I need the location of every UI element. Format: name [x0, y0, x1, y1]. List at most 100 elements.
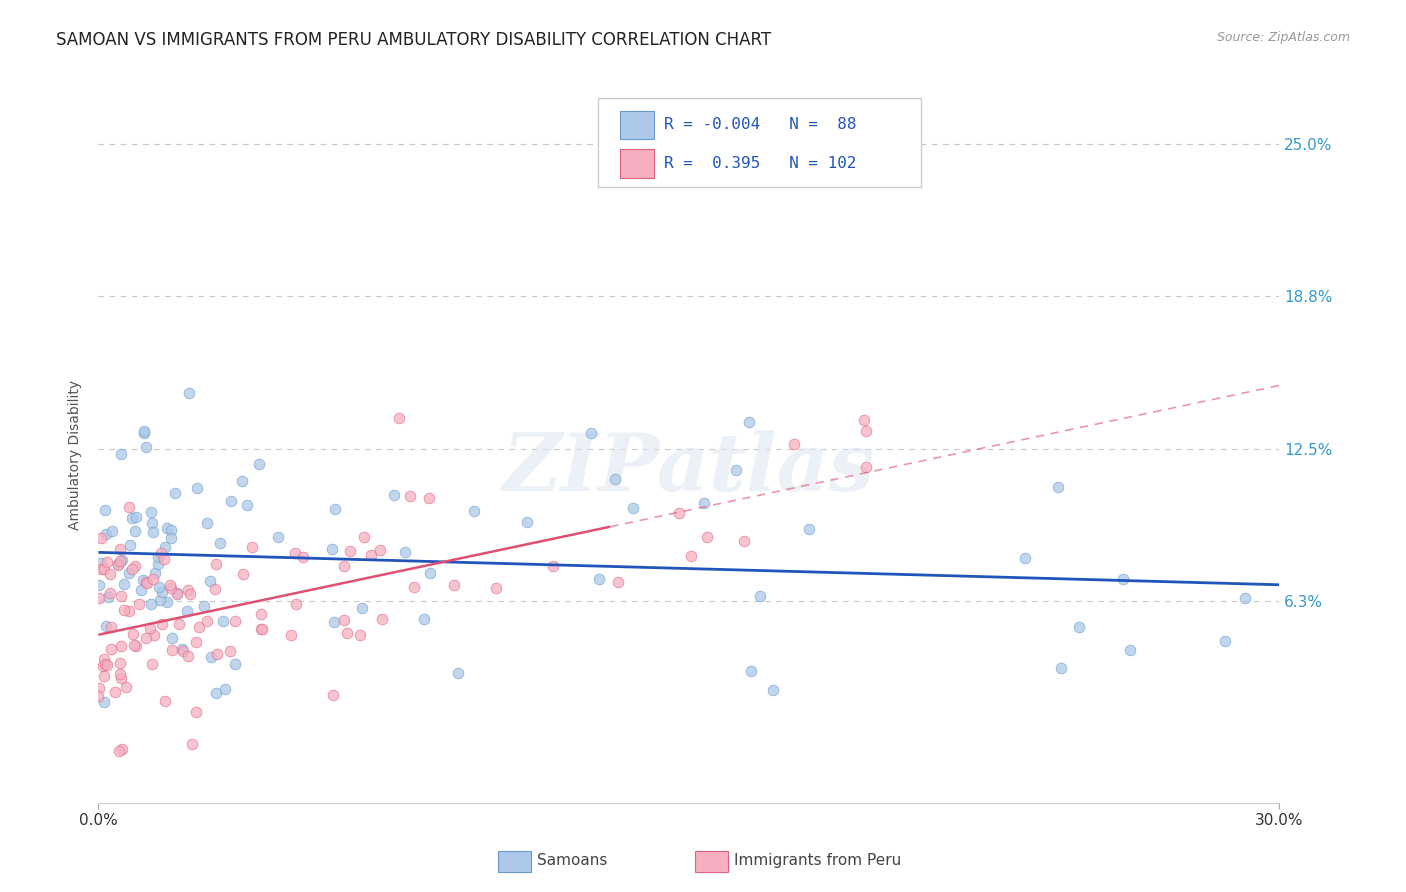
Point [94, 502, 117, 516]
Point [160, 582, 183, 596]
Point [152, 552, 174, 566]
Point [692, 496, 714, 510]
Point [166, 586, 188, 600]
Point [240, 540, 263, 554]
Point [108, 554, 131, 568]
Point [323, 615, 346, 629]
Point [323, 502, 346, 516]
Point [177, 386, 200, 401]
Point [193, 599, 215, 614]
Point [214, 681, 236, 696]
Point [382, 488, 405, 502]
Point [543, 559, 565, 574]
Point [1067, 620, 1090, 634]
Point [110, 542, 132, 557]
Point [447, 665, 470, 680]
Point [128, 597, 150, 611]
Point [179, 587, 201, 601]
Point [762, 683, 785, 698]
Text: SAMOAN VS IMMIGRANTS FROM PERU AMBULATORY DISABILITY CORRELATION CHART: SAMOAN VS IMMIGRANTS FROM PERU AMBULATOR… [56, 31, 772, 49]
Point [209, 536, 232, 550]
Point [167, 616, 190, 631]
Point [186, 481, 208, 495]
Point [107, 558, 129, 572]
Point [160, 523, 183, 537]
Point [394, 545, 416, 559]
Point [153, 694, 176, 708]
Point [124, 559, 146, 574]
Point [799, 522, 821, 536]
Point [152, 616, 174, 631]
Point [725, 463, 748, 477]
Text: R = -0.004   N =  88: R = -0.004 N = 88 [664, 118, 856, 132]
Point [321, 542, 343, 557]
Point [250, 622, 273, 636]
Point [1046, 480, 1069, 494]
Point [149, 593, 172, 607]
Point [195, 516, 218, 530]
Point [107, 744, 129, 758]
Point [146, 558, 169, 572]
Point [783, 437, 806, 451]
Point [160, 631, 183, 645]
Text: R =  0.395   N = 102: R = 0.395 N = 102 [664, 156, 856, 170]
Text: Immigrants from Peru: Immigrants from Peru [734, 854, 901, 868]
Point [463, 504, 485, 518]
Point [370, 612, 392, 626]
Point [160, 531, 183, 545]
Point [177, 583, 200, 598]
Point [603, 472, 626, 486]
Point [339, 544, 361, 558]
Point [141, 597, 163, 611]
Point [87, 578, 110, 592]
Point [121, 511, 143, 525]
Point [120, 538, 142, 552]
Point [166, 587, 188, 601]
Point [96, 657, 118, 672]
Point [231, 475, 253, 489]
Point [516, 516, 538, 530]
Point [134, 425, 156, 440]
Point [108, 656, 131, 670]
Point [89, 591, 111, 606]
Point [107, 558, 129, 573]
Point [135, 440, 157, 454]
Point [855, 425, 877, 439]
Point [195, 614, 218, 628]
Point [247, 457, 270, 471]
Point [159, 578, 181, 592]
Point [232, 566, 254, 581]
Point [110, 671, 132, 685]
Point [132, 424, 155, 438]
Point [108, 666, 131, 681]
Point [146, 549, 169, 564]
Point [112, 576, 135, 591]
Point [96, 527, 118, 541]
Point [148, 580, 170, 594]
Point [1112, 572, 1135, 586]
Point [143, 627, 166, 641]
Point [111, 552, 134, 566]
Point [100, 620, 122, 634]
Point [112, 603, 135, 617]
Point [349, 628, 371, 642]
Point [204, 582, 226, 596]
Point [172, 644, 194, 658]
Point [181, 737, 204, 751]
Point [93, 668, 115, 682]
Point [221, 494, 243, 508]
Point [621, 500, 644, 515]
Point [336, 626, 359, 640]
Point [97, 590, 120, 604]
Point [124, 510, 146, 524]
Point [135, 575, 157, 590]
Point [733, 533, 755, 548]
Point [93, 657, 115, 671]
Point [132, 573, 155, 587]
Point [853, 413, 876, 427]
Point [284, 597, 307, 611]
Point [124, 524, 146, 539]
Point [96, 555, 118, 569]
Point [135, 576, 157, 591]
Point [579, 426, 602, 441]
